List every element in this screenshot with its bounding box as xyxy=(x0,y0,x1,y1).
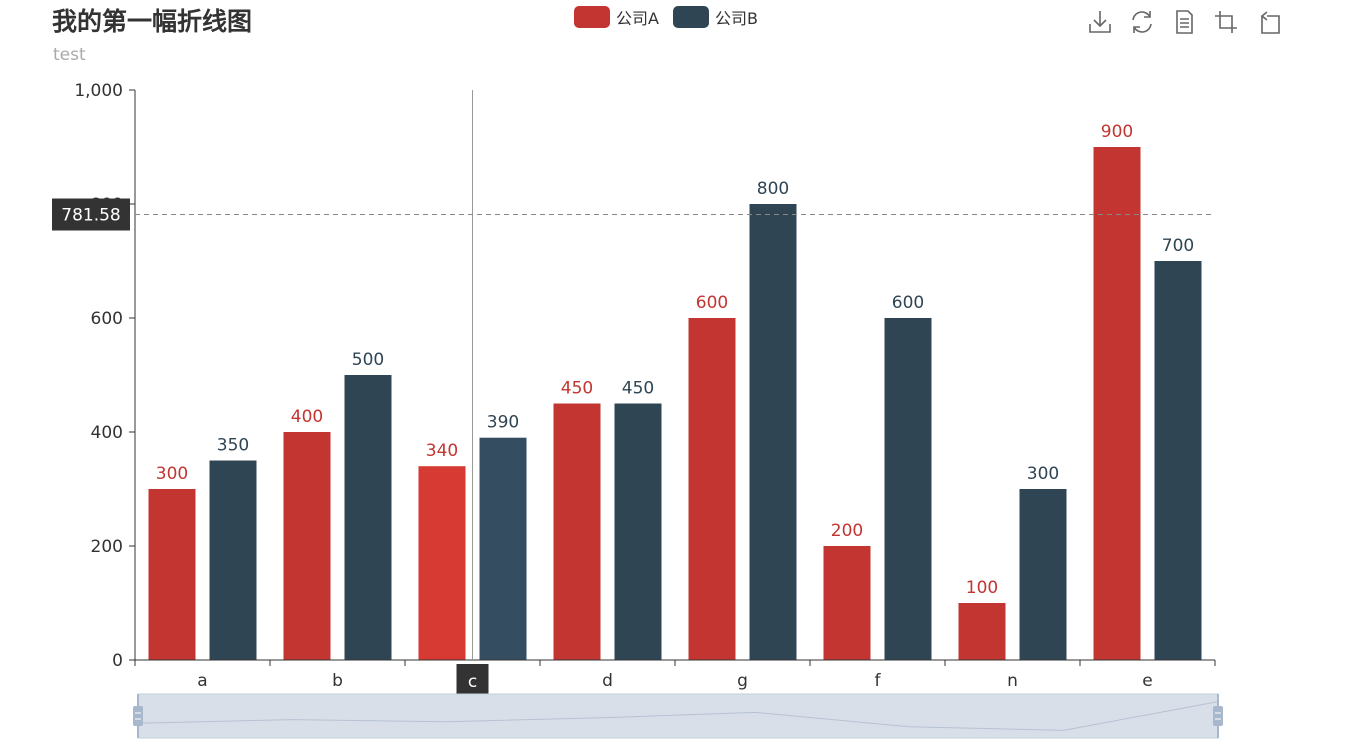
value-label-company-b-g: 800 xyxy=(757,179,789,199)
chart-title: 我的第一幅折线图 xyxy=(52,7,253,36)
bar-company-a-n[interactable] xyxy=(958,603,1006,660)
value-label-company-a-n: 100 xyxy=(966,578,998,598)
y-tick-label: 0 xyxy=(112,651,123,671)
y-pointer-label: 781.58 xyxy=(61,205,120,225)
x-tick-label-b: b xyxy=(332,671,343,691)
bar-company-b-c[interactable] xyxy=(479,437,527,660)
datazoom-data-shadow xyxy=(137,701,1219,731)
value-label-company-b-c: 390 xyxy=(487,413,519,433)
bar-company-b-n[interactable] xyxy=(1019,489,1067,660)
value-label-company-a-e: 900 xyxy=(1101,122,1133,142)
y-tick-label: 1,000 xyxy=(74,81,123,101)
bar-company-a-c[interactable] xyxy=(418,466,466,660)
toolbox xyxy=(1086,8,1282,36)
legend-label-company-b: 公司B xyxy=(714,9,758,28)
bar-company-a-d[interactable] xyxy=(553,403,601,661)
bar-company-b-e[interactable] xyxy=(1154,261,1202,660)
y-tick-label: 600 xyxy=(91,309,123,329)
bar-company-b-f[interactable] xyxy=(884,318,932,660)
value-label-company-a-f: 200 xyxy=(831,521,863,541)
legend: 公司A 公司B xyxy=(574,5,758,29)
value-label-company-a-c: 340 xyxy=(426,441,458,461)
x-tick-label-f: f xyxy=(875,671,882,691)
bar-company-b-d[interactable] xyxy=(614,403,662,661)
value-label-company-a-d: 450 xyxy=(561,379,593,399)
bar-company-a-f[interactable] xyxy=(823,546,871,660)
legend-item-company-b[interactable]: 公司B xyxy=(672,5,758,29)
legend-label-company-a: 公司A xyxy=(616,9,659,28)
data-view-icon[interactable] xyxy=(1170,8,1198,36)
bar-company-b-a[interactable] xyxy=(209,460,257,661)
chart-subtitle: test xyxy=(53,45,86,65)
bar-company-a-e[interactable] xyxy=(1093,147,1141,660)
value-label-company-a-g: 600 xyxy=(696,293,728,313)
x-pointer-label-box xyxy=(456,664,489,697)
value-label-company-b-n: 300 xyxy=(1027,464,1059,484)
legend-swatch-company-b xyxy=(672,6,709,28)
save-image-icon[interactable] xyxy=(1086,8,1114,36)
x-tick-label-a: a xyxy=(197,671,207,691)
y-tick-label: 200 xyxy=(91,537,123,557)
datazoom-left-handle[interactable] xyxy=(133,706,143,726)
bar-company-b-b[interactable] xyxy=(344,375,392,660)
value-label-company-b-a: 350 xyxy=(217,436,249,456)
bar-company-a-g[interactable] xyxy=(688,318,736,660)
value-label-company-b-f: 600 xyxy=(892,293,924,313)
x-tick-label-n: n xyxy=(1007,671,1018,691)
x-pointer-label: c xyxy=(468,672,477,692)
bar-company-a-a[interactable] xyxy=(148,489,196,660)
zoom-icon[interactable] xyxy=(1212,8,1240,36)
value-label-company-b-b: 500 xyxy=(352,350,384,370)
value-label-company-b-d: 450 xyxy=(622,379,654,399)
x-tick-label-d: d xyxy=(602,671,613,691)
value-label-company-a-b: 400 xyxy=(291,407,323,427)
bar-company-a-b[interactable] xyxy=(283,432,331,660)
restore-icon[interactable] xyxy=(1128,8,1156,36)
value-label-company-a-a: 300 xyxy=(156,464,188,484)
legend-item-company-a[interactable]: 公司A xyxy=(574,5,659,29)
x-tick-label-e: e xyxy=(1142,671,1152,691)
bar-company-b-g[interactable] xyxy=(749,204,797,660)
zoom-back-icon[interactable] xyxy=(1254,8,1282,36)
value-label-company-b-e: 700 xyxy=(1162,236,1194,256)
legend-swatch-company-a xyxy=(574,6,610,28)
datazoom-track[interactable] xyxy=(137,693,1219,739)
y-tick-label: 400 xyxy=(91,423,123,443)
datazoom-right-handle[interactable] xyxy=(1213,706,1223,726)
y-pointer-label-box xyxy=(52,198,130,231)
x-tick-label-g: g xyxy=(737,671,748,691)
